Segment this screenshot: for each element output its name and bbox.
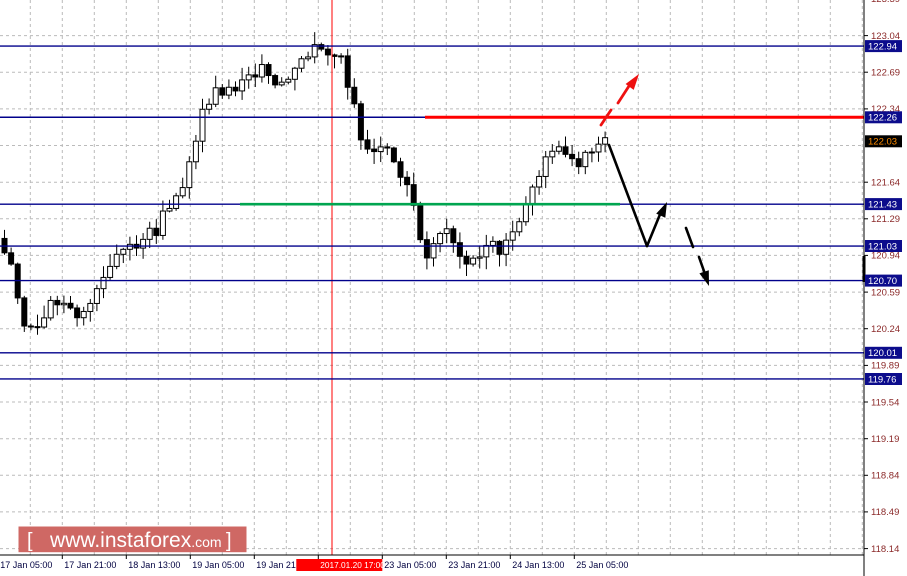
svg-text:23 Jan 21:00: 23 Jan 21:00	[448, 560, 500, 570]
svg-text:118.84: 118.84	[871, 471, 899, 482]
svg-text:123.39: 123.39	[871, 0, 900, 5]
svg-text:17 Jan 21:00: 17 Jan 21:00	[64, 560, 116, 570]
svg-text:121.64: 121.64	[871, 178, 900, 189]
svg-text:[: [	[27, 530, 33, 552]
svg-text:18 Jan 13:00: 18 Jan 13:00	[128, 560, 180, 570]
svg-text:]: ]	[226, 530, 232, 552]
svg-text:122.94: 122.94	[868, 41, 897, 52]
svg-text:122.26: 122.26	[868, 113, 897, 124]
svg-text:118.14: 118.14	[871, 544, 899, 555]
svg-text:120.24: 120.24	[871, 324, 900, 335]
svg-text:119.76: 119.76	[868, 374, 896, 385]
svg-text:118.49: 118.49	[871, 507, 899, 518]
svg-text:119.19: 119.19	[871, 434, 899, 445]
svg-text:2017.01.20 17:00: 2017.01.20 17:00	[320, 560, 385, 570]
svg-text:19 Jan 21: 19 Jan 21	[256, 560, 296, 570]
svg-text:119.54: 119.54	[871, 397, 899, 408]
svg-text:17 Jan 05:00: 17 Jan 05:00	[0, 560, 52, 570]
svg-text:19 Jan 05:00: 19 Jan 05:00	[192, 560, 244, 570]
svg-text:121.29: 121.29	[871, 214, 900, 225]
svg-text:119.89: 119.89	[871, 361, 899, 372]
svg-text:120.94: 120.94	[871, 251, 900, 262]
svg-text:120.59: 120.59	[871, 287, 900, 298]
svg-text:122.03: 122.03	[868, 137, 897, 148]
svg-text:23 Jan 05:00: 23 Jan 05:00	[384, 560, 436, 570]
svg-text:120.01: 120.01	[868, 348, 897, 359]
svg-text:24 Jan 13:00: 24 Jan 13:00	[512, 560, 564, 570]
svg-text:120.70: 120.70	[868, 276, 897, 287]
svg-text:122.69: 122.69	[871, 68, 900, 79]
svg-text:121.43: 121.43	[868, 199, 897, 210]
svg-text:25 Jan 05:00: 25 Jan 05:00	[576, 560, 628, 570]
